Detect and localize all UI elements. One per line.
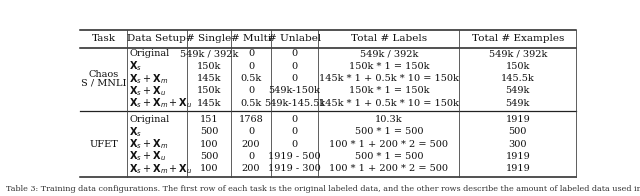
Text: S / MNLI: S / MNLI	[81, 78, 126, 87]
Text: 150k: 150k	[506, 62, 530, 71]
Text: 0: 0	[291, 140, 298, 149]
Text: Chaos: Chaos	[88, 70, 118, 79]
Text: 0: 0	[248, 49, 254, 58]
Text: 0: 0	[248, 152, 254, 161]
Text: 500 * 1 = 500: 500 * 1 = 500	[355, 152, 423, 161]
Text: # Single: # Single	[186, 34, 232, 44]
Text: UFET: UFET	[89, 140, 118, 149]
Text: Total # Examples: Total # Examples	[472, 34, 564, 44]
Text: Original: Original	[129, 49, 170, 58]
Text: $\mathbf{X}_s + \mathbf{X}_u$: $\mathbf{X}_s + \mathbf{X}_u$	[129, 84, 166, 98]
Text: 0.5k: 0.5k	[241, 74, 262, 83]
Text: 549k / 392k: 549k / 392k	[180, 49, 238, 58]
Text: $\mathbf{X}_s$: $\mathbf{X}_s$	[129, 59, 142, 73]
Text: 500: 500	[200, 127, 218, 136]
Text: 1919: 1919	[506, 164, 530, 173]
Text: $\mathbf{X}_s + \mathbf{X}_m + \mathbf{X}_u$: $\mathbf{X}_s + \mathbf{X}_m + \mathbf{X…	[129, 96, 193, 110]
Text: 1768: 1768	[239, 115, 264, 124]
Text: 0: 0	[248, 127, 254, 136]
Text: 100: 100	[200, 140, 218, 149]
Text: 150k * 1 = 150k: 150k * 1 = 150k	[349, 86, 429, 95]
Text: 549k / 392k: 549k / 392k	[360, 49, 418, 58]
Text: 1919 - 300: 1919 - 300	[268, 164, 321, 173]
Text: 151: 151	[200, 115, 218, 124]
Text: 145k * 1 + 0.5k * 10 = 150k: 145k * 1 + 0.5k * 10 = 150k	[319, 99, 459, 108]
Text: Data Setup: Data Setup	[127, 34, 186, 44]
Text: $\mathbf{X}_s$: $\mathbf{X}_s$	[129, 125, 142, 139]
Text: 0: 0	[248, 62, 254, 71]
Text: 150k * 1 = 150k: 150k * 1 = 150k	[349, 62, 429, 71]
Text: 549k / 392k: 549k / 392k	[488, 49, 547, 58]
Text: 500: 500	[509, 127, 527, 136]
Text: 150k: 150k	[196, 86, 221, 95]
Text: 500: 500	[200, 152, 218, 161]
Text: $\mathbf{X}_s + \mathbf{X}_m + \mathbf{X}_u$: $\mathbf{X}_s + \mathbf{X}_m + \mathbf{X…	[129, 162, 193, 176]
Text: Task: Task	[92, 34, 116, 44]
Text: 145.5k: 145.5k	[501, 74, 534, 83]
Text: 1919 - 500: 1919 - 500	[268, 152, 321, 161]
Text: 100 * 1 + 200 * 2 = 500: 100 * 1 + 200 * 2 = 500	[329, 140, 448, 149]
Text: 1919: 1919	[506, 152, 530, 161]
Text: 145k: 145k	[196, 74, 221, 83]
Text: 0: 0	[291, 115, 298, 124]
Text: $\mathbf{X}_s + \mathbf{X}_m$: $\mathbf{X}_s + \mathbf{X}_m$	[129, 137, 168, 151]
Text: # Unlabel: # Unlabel	[268, 34, 321, 44]
Text: 0.5k: 0.5k	[241, 99, 262, 108]
Text: 0: 0	[248, 86, 254, 95]
Text: 0: 0	[291, 49, 298, 58]
Text: 549k-145.5k: 549k-145.5k	[264, 99, 325, 108]
Text: 100: 100	[200, 164, 218, 173]
Text: 10.3k: 10.3k	[375, 115, 403, 124]
Text: 200: 200	[242, 140, 260, 149]
Text: 200: 200	[242, 164, 260, 173]
Text: 150k: 150k	[196, 62, 221, 71]
Text: 0: 0	[291, 74, 298, 83]
Text: 0: 0	[291, 62, 298, 71]
Text: 549k: 549k	[506, 86, 530, 95]
Text: 300: 300	[508, 140, 527, 149]
Text: 500 * 1 = 500: 500 * 1 = 500	[355, 127, 423, 136]
Text: 145k * 1 + 0.5k * 10 = 150k: 145k * 1 + 0.5k * 10 = 150k	[319, 74, 459, 83]
Text: Original: Original	[129, 115, 170, 124]
Text: 549k-150k: 549k-150k	[269, 86, 321, 95]
Text: 100 * 1 + 200 * 2 = 500: 100 * 1 + 200 * 2 = 500	[329, 164, 448, 173]
Text: Total # Labels: Total # Labels	[351, 34, 427, 44]
Text: Table 3: Training data configurations. The first row of each task is the origina: Table 3: Training data configurations. T…	[6, 185, 640, 193]
Text: 1919: 1919	[506, 115, 530, 124]
Text: $\mathbf{X}_s + \mathbf{X}_m$: $\mathbf{X}_s + \mathbf{X}_m$	[129, 72, 168, 85]
Text: $\mathbf{X}_s + \mathbf{X}_u$: $\mathbf{X}_s + \mathbf{X}_u$	[129, 150, 166, 163]
Text: 0: 0	[291, 127, 298, 136]
Text: 145k: 145k	[196, 99, 221, 108]
Text: # Multi: # Multi	[231, 34, 271, 44]
Text: 549k: 549k	[506, 99, 530, 108]
